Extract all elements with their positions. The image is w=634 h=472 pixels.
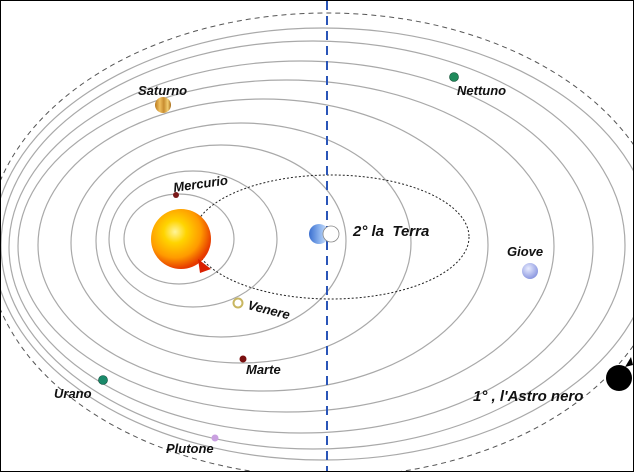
orbit (8, 60, 594, 434)
sun-arrow-icon (198, 259, 211, 273)
mercurio-label: Mercurio (172, 172, 229, 195)
saturno-planet (155, 97, 171, 113)
giove-label: Giove (507, 244, 543, 259)
venere-planet (232, 297, 244, 309)
urano-label: Urano (54, 386, 92, 401)
orbit-group (1, 27, 633, 461)
orbit (123, 193, 235, 285)
marte-label: Marte (246, 362, 281, 377)
urano-planet (98, 375, 108, 385)
terra-label: 2° la Terra (352, 223, 429, 240)
nettuno-planet (449, 72, 459, 82)
orbit (17, 79, 555, 413)
venere-label: Venere (246, 297, 291, 322)
saturno-label: Saturno (138, 83, 187, 98)
marte-planet (239, 355, 247, 363)
orbit (1, 40, 626, 450)
terra-planet (309, 224, 329, 244)
outer-dashed-orbit (1, 12, 633, 471)
black-star-arrow-icon (625, 357, 633, 367)
giove-planet (522, 263, 538, 279)
orbit (1, 27, 633, 461)
orbit (37, 98, 489, 392)
orbit (95, 144, 347, 338)
astro-nero-label: 1° , l'Astro nero (473, 388, 583, 405)
plutone-planet (211, 434, 219, 442)
orbit (70, 122, 412, 364)
black-star-icon (606, 365, 632, 391)
mercurio-planet (173, 192, 179, 198)
terra-shadow (322, 225, 340, 243)
nettuno-label: Nettuno (457, 83, 506, 98)
sun-icon (151, 209, 211, 269)
plutone-label: Plutone (166, 441, 214, 456)
orbit (108, 170, 278, 308)
